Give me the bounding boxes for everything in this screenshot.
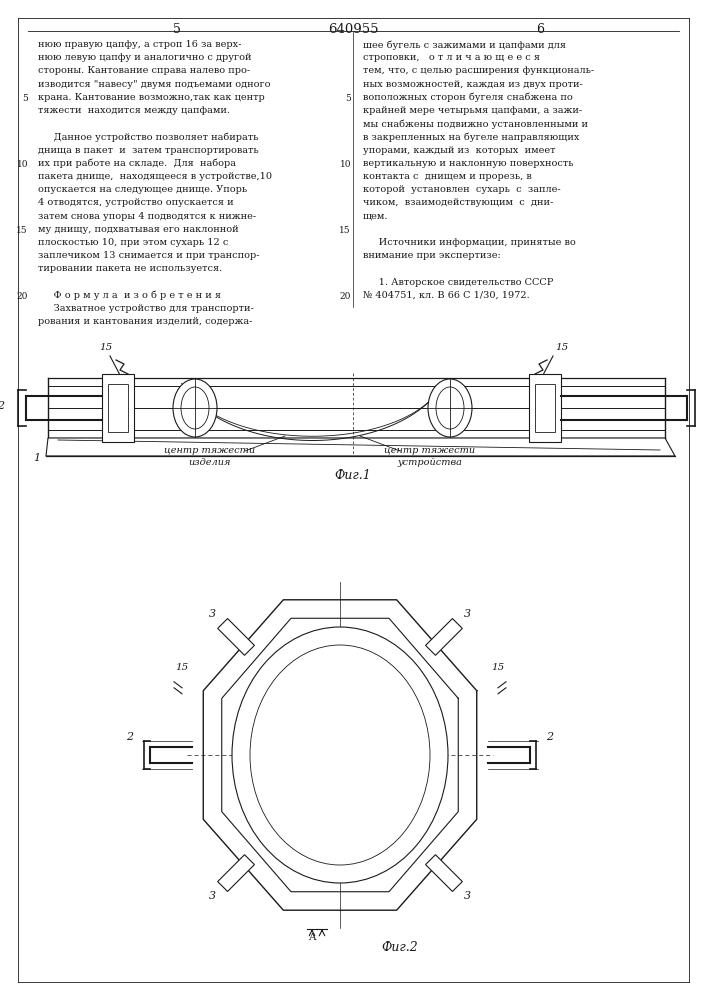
Text: 20: 20 <box>17 292 28 301</box>
Text: Фиг.1: Фиг.1 <box>334 469 371 482</box>
Text: тировании пакета не используется.: тировании пакета не используется. <box>38 264 222 273</box>
Text: 1. Авторское свидетельство СССР: 1. Авторское свидетельство СССР <box>363 278 554 287</box>
Text: щем.: щем. <box>363 212 389 221</box>
Text: опускается на следующее днище. Упорь: опускается на следующее днище. Упорь <box>38 185 247 194</box>
Text: нюю левую цапфу и аналогично с другой: нюю левую цапфу и аналогично с другой <box>38 53 252 62</box>
Text: 3: 3 <box>209 609 216 619</box>
Text: затем снова упоры 4 подводятся к нижне-: затем снова упоры 4 подводятся к нижне- <box>38 212 256 221</box>
Text: 4 отводятся, устройство опускается и: 4 отводятся, устройство опускается и <box>38 198 233 207</box>
Text: № 404751, кл. В 66 С 1/30, 1972.: № 404751, кл. В 66 С 1/30, 1972. <box>363 291 530 300</box>
Text: му днищу, подхватывая его наклонной: му днищу, подхватывая его наклонной <box>38 225 239 234</box>
Text: 15: 15 <box>555 343 568 352</box>
Text: Захватное устройство для транспорти-: Захватное устройство для транспорти- <box>38 304 254 313</box>
Text: 5: 5 <box>345 94 351 103</box>
Text: изводится "навесу" двумя подъемами одного: изводится "навесу" двумя подъемами одног… <box>38 80 271 89</box>
Text: нюю правую цапфу, а строп 16 за верх-: нюю правую цапфу, а строп 16 за верх- <box>38 40 241 49</box>
Text: 2: 2 <box>127 732 134 742</box>
Ellipse shape <box>173 379 217 437</box>
Text: в закрепленных на бугеле направляющих: в закрепленных на бугеле направляющих <box>363 132 579 142</box>
Text: устройства: устройства <box>397 458 462 467</box>
Text: контакта с  днищем и прорезь, в: контакта с днищем и прорезь, в <box>363 172 532 181</box>
Text: 2: 2 <box>547 732 554 742</box>
Text: внимание при экспертизе:: внимание при экспертизе: <box>363 251 501 260</box>
Bar <box>535 384 555 432</box>
Text: мы снабжены подвижно установленными и: мы снабжены подвижно установленными и <box>363 119 588 129</box>
Text: 15: 15 <box>175 663 189 672</box>
Text: 3: 3 <box>209 891 216 901</box>
Text: стороны. Кантование справа налево про-: стороны. Кантование справа налево про- <box>38 66 250 75</box>
Polygon shape <box>426 855 462 891</box>
Text: 20: 20 <box>339 292 351 301</box>
Ellipse shape <box>250 645 430 865</box>
Text: строповки,   о т л и ч а ю щ е е с я: строповки, о т л и ч а ю щ е е с я <box>363 53 540 62</box>
Text: плоскостью 10, при этом сухарь 12 с: плоскостью 10, при этом сухарь 12 с <box>38 238 228 247</box>
Text: крайней мере четырьмя цапфами, а зажи-: крайней мере четырьмя цапфами, а зажи- <box>363 106 582 115</box>
Text: 6: 6 <box>536 23 544 36</box>
Text: воположных сторон бугеля снабжена по: воположных сторон бугеля снабжена по <box>363 93 573 102</box>
Text: рования и кантования изделий, содержа-: рования и кантования изделий, содержа- <box>38 317 252 326</box>
Ellipse shape <box>181 387 209 429</box>
Text: вертикальную и наклонную поверхность: вертикальную и наклонную поверхность <box>363 159 573 168</box>
Text: 10: 10 <box>16 160 28 169</box>
Text: 1: 1 <box>33 453 40 463</box>
Bar <box>108 384 128 432</box>
Text: 10: 10 <box>339 160 351 169</box>
Text: заплечиком 13 снимается и при транспор-: заплечиком 13 снимается и при транспор- <box>38 251 259 260</box>
Text: тем, что, с целью расширения функциональ-: тем, что, с целью расширения функциональ… <box>363 66 594 75</box>
Text: их при работе на складе.  Для  набора: их при работе на складе. Для набора <box>38 159 236 168</box>
Text: упорами, каждый из  которых  имеет: упорами, каждый из которых имеет <box>363 146 556 155</box>
Text: ных возможностей, каждая из двух проти-: ных возможностей, каждая из двух проти- <box>363 80 583 89</box>
Bar <box>102 374 134 442</box>
Ellipse shape <box>436 387 464 429</box>
Text: 4: 4 <box>388 805 395 815</box>
Text: 640955: 640955 <box>328 23 378 36</box>
Polygon shape <box>218 619 255 655</box>
Text: Ф о р м у л а  и з о б р е т е н и я: Ф о р м у л а и з о б р е т е н и я <box>38 291 221 300</box>
Text: 5: 5 <box>173 23 181 36</box>
Text: центр тяжести: центр тяжести <box>165 446 255 455</box>
Text: Данное устройство позволяет набирать: Данное устройство позволяет набирать <box>38 132 258 142</box>
Ellipse shape <box>428 379 472 437</box>
Bar <box>529 374 561 442</box>
Text: 2: 2 <box>0 401 4 411</box>
Text: крана. Кантование возможно,так как центр: крана. Кантование возможно,так как центр <box>38 93 264 102</box>
Text: 15: 15 <box>491 663 505 672</box>
Text: 15: 15 <box>100 343 113 352</box>
Text: шее бугель с зажимами и цапфами для: шее бугель с зажимами и цапфами для <box>363 40 566 49</box>
Polygon shape <box>218 855 255 891</box>
Text: Источники информации, принятые во: Источники информации, принятые во <box>363 238 575 247</box>
Polygon shape <box>46 438 675 456</box>
Text: 5: 5 <box>22 94 28 103</box>
Text: центр тяжести: центр тяжести <box>385 446 476 455</box>
Text: днища в пакет  и  затем транспортировать: днища в пакет и затем транспортировать <box>38 146 259 155</box>
Polygon shape <box>222 618 458 892</box>
Text: которой  установлен  сухарь  с  запле-: которой установлен сухарь с запле- <box>363 185 561 194</box>
Text: чиком,  взаимодействующим  с  дни-: чиком, взаимодействующим с дни- <box>363 198 554 207</box>
Text: 3: 3 <box>464 891 471 901</box>
Text: изделия: изделия <box>189 458 231 467</box>
Text: пакета днище,  находящееся в устройстве,10: пакета днище, находящееся в устройстве,1… <box>38 172 272 181</box>
Text: 3: 3 <box>464 609 471 619</box>
Ellipse shape <box>232 627 448 883</box>
Text: тяжести  находится между цапфами.: тяжести находится между цапфами. <box>38 106 230 115</box>
Text: A: A <box>308 933 316 942</box>
Text: Фиг.2: Фиг.2 <box>382 941 419 954</box>
Polygon shape <box>426 619 462 655</box>
Text: 15: 15 <box>339 226 351 235</box>
Text: 15: 15 <box>16 226 28 235</box>
